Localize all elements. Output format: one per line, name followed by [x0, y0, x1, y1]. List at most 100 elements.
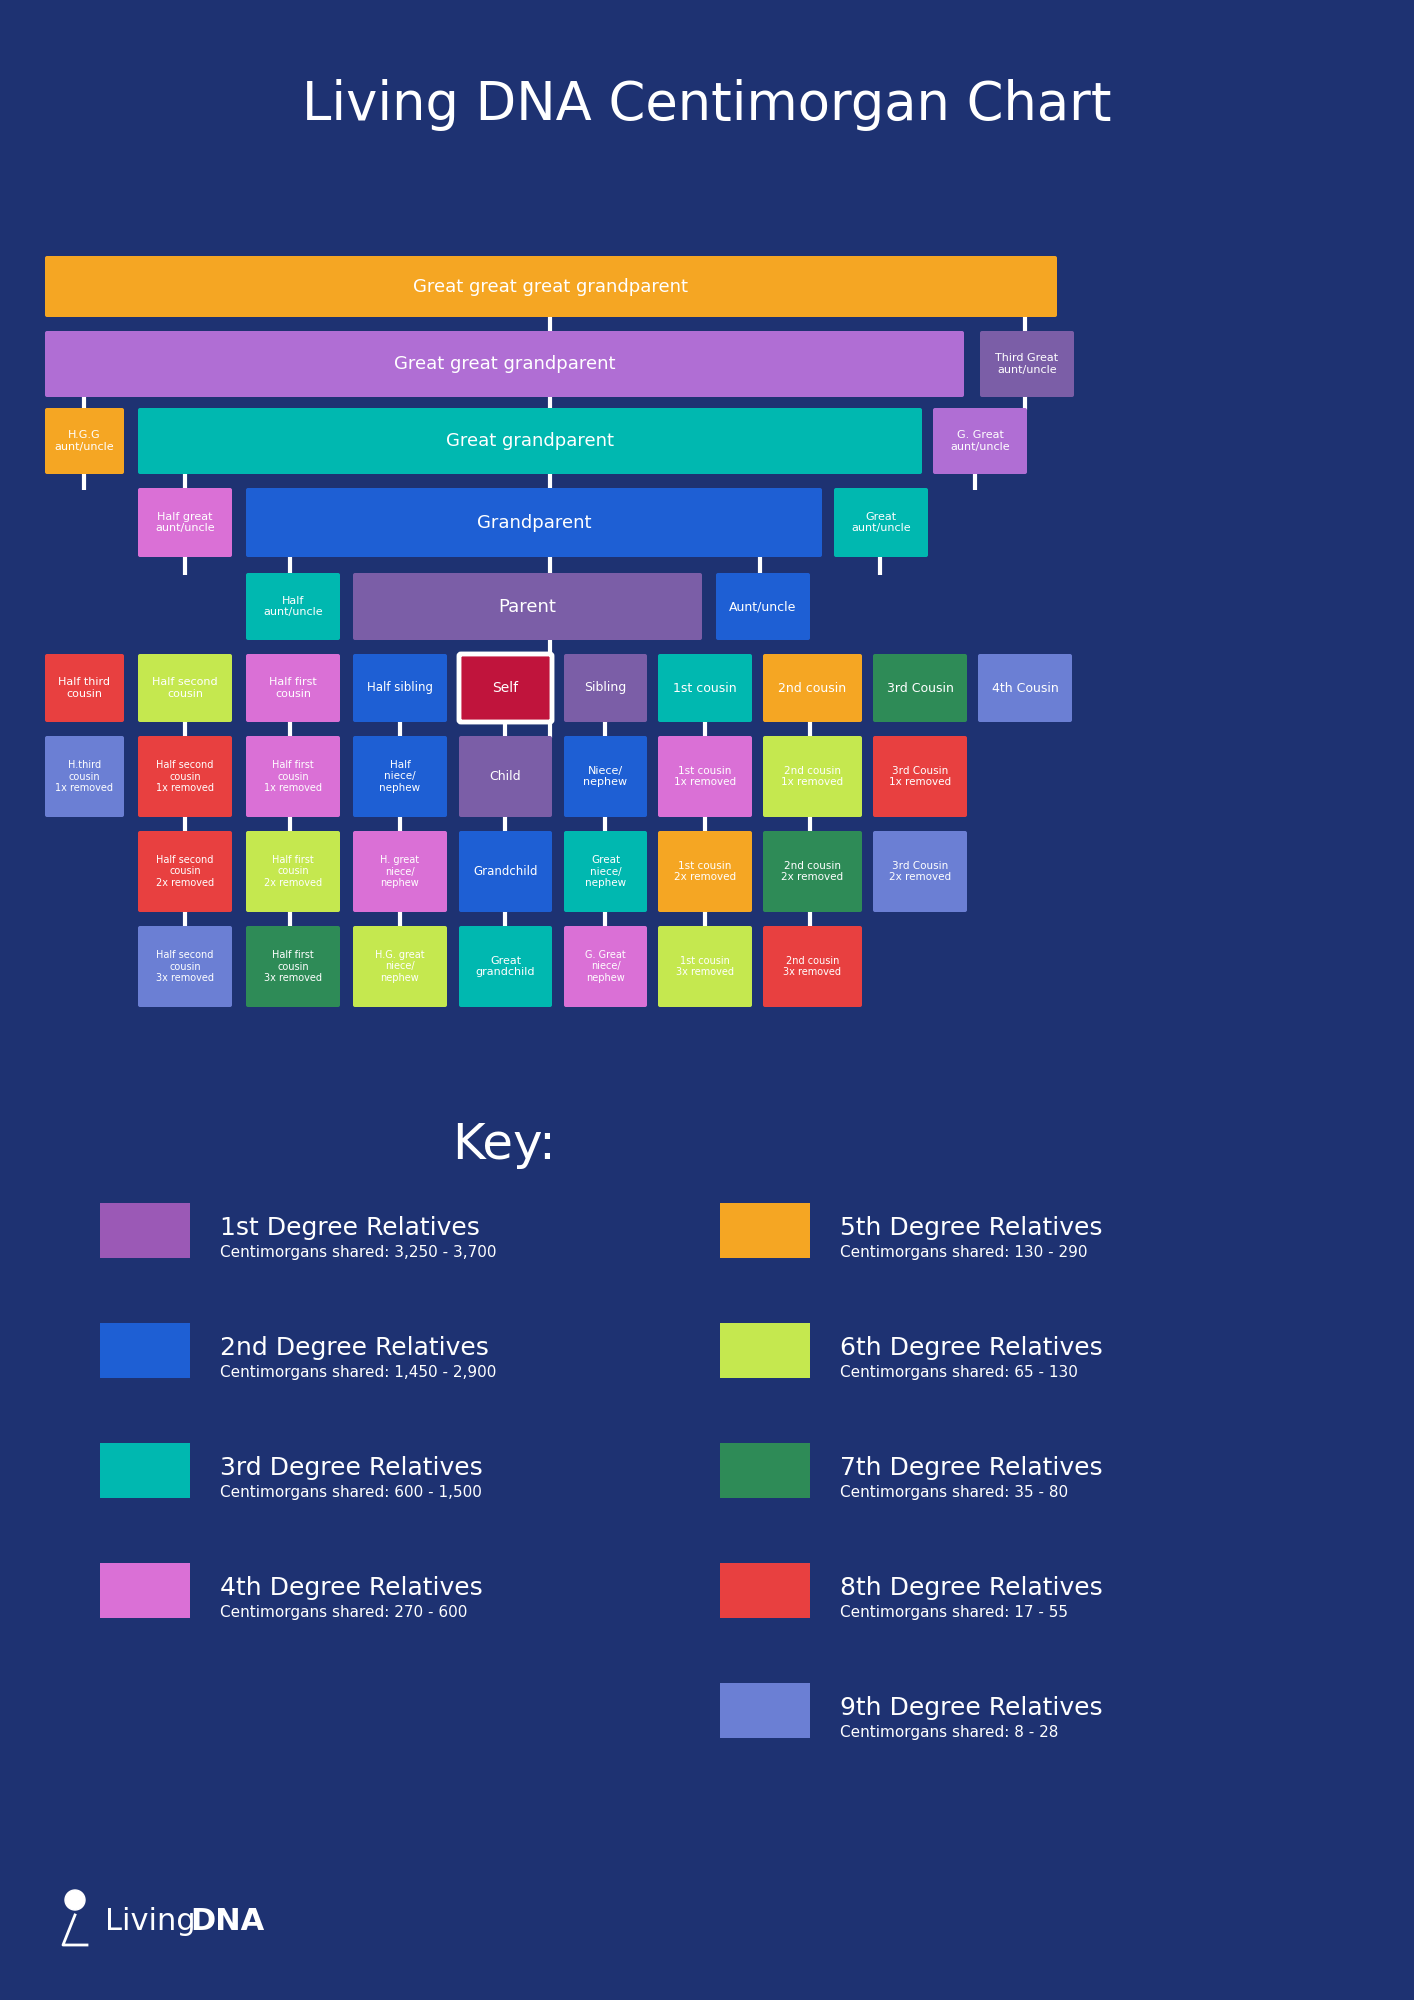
FancyBboxPatch shape: [834, 488, 928, 556]
Text: 5th Degree Relatives: 5th Degree Relatives: [840, 1216, 1103, 1240]
Text: Centimorgans shared: 65 - 130: Centimorgans shared: 65 - 130: [840, 1364, 1077, 1380]
FancyBboxPatch shape: [45, 330, 964, 396]
Text: 2nd Degree Relatives: 2nd Degree Relatives: [221, 1336, 489, 1360]
Text: 1st cousin
1x removed: 1st cousin 1x removed: [674, 766, 737, 788]
FancyBboxPatch shape: [100, 1322, 189, 1378]
FancyBboxPatch shape: [720, 1562, 810, 1618]
FancyBboxPatch shape: [720, 1442, 810, 1498]
Text: 3rd Cousin
2x removed: 3rd Cousin 2x removed: [889, 860, 952, 882]
FancyBboxPatch shape: [45, 654, 124, 722]
FancyBboxPatch shape: [764, 654, 863, 722]
Text: 4th Cousin: 4th Cousin: [991, 682, 1058, 694]
Text: Self: Self: [492, 680, 519, 696]
FancyBboxPatch shape: [715, 572, 810, 640]
Text: Parent: Parent: [499, 598, 557, 616]
Text: 7th Degree Relatives: 7th Degree Relatives: [840, 1456, 1103, 1480]
Text: Great
aunt/uncle: Great aunt/uncle: [851, 512, 911, 534]
FancyBboxPatch shape: [720, 1202, 810, 1258]
FancyBboxPatch shape: [460, 832, 551, 912]
Text: Half
niece/
nephew: Half niece/ nephew: [379, 760, 420, 792]
Text: Centimorgans shared: 270 - 600: Centimorgans shared: 270 - 600: [221, 1604, 468, 1620]
Text: Centimorgans shared: 17 - 55: Centimorgans shared: 17 - 55: [840, 1604, 1068, 1620]
Text: Half great
aunt/uncle: Half great aunt/uncle: [156, 512, 215, 534]
FancyBboxPatch shape: [980, 330, 1075, 396]
Text: Centimorgans shared: 3,250 - 3,700: Centimorgans shared: 3,250 - 3,700: [221, 1244, 496, 1260]
FancyBboxPatch shape: [246, 926, 339, 1008]
Text: 3rd Cousin: 3rd Cousin: [887, 682, 953, 694]
FancyBboxPatch shape: [564, 832, 648, 912]
Text: Half second
cousin: Half second cousin: [153, 678, 218, 698]
Text: 9th Degree Relatives: 9th Degree Relatives: [840, 1696, 1103, 1720]
FancyBboxPatch shape: [139, 654, 232, 722]
FancyBboxPatch shape: [460, 926, 551, 1008]
Text: Centimorgans shared: 35 - 80: Centimorgans shared: 35 - 80: [840, 1484, 1068, 1500]
FancyBboxPatch shape: [100, 1442, 189, 1498]
FancyBboxPatch shape: [658, 832, 752, 912]
FancyBboxPatch shape: [139, 408, 922, 474]
FancyBboxPatch shape: [764, 832, 863, 912]
Text: 2nd cousin: 2nd cousin: [779, 682, 847, 694]
FancyBboxPatch shape: [246, 572, 339, 640]
Text: Living DNA Centimorgan Chart: Living DNA Centimorgan Chart: [303, 78, 1111, 132]
Text: H.third
cousin
1x removed: H.third cousin 1x removed: [55, 760, 113, 792]
Text: G. Great
aunt/uncle: G. Great aunt/uncle: [950, 430, 1010, 452]
Text: Half second
cousin
1x removed: Half second cousin 1x removed: [156, 760, 214, 792]
FancyBboxPatch shape: [354, 572, 701, 640]
Text: 1st cousin
3x removed: 1st cousin 3x removed: [676, 956, 734, 978]
FancyBboxPatch shape: [460, 736, 551, 816]
Circle shape: [65, 1890, 85, 1910]
Text: DNA: DNA: [189, 1908, 264, 1936]
FancyBboxPatch shape: [933, 408, 1027, 474]
Text: Half third
cousin: Half third cousin: [58, 678, 110, 698]
FancyBboxPatch shape: [246, 654, 339, 722]
Text: H.G.G
aunt/uncle: H.G.G aunt/uncle: [55, 430, 115, 452]
Text: Great
grandchild: Great grandchild: [475, 956, 536, 978]
Text: Half first
cousin
1x removed: Half first cousin 1x removed: [264, 760, 322, 792]
FancyBboxPatch shape: [45, 256, 1058, 316]
Text: Half
aunt/uncle: Half aunt/uncle: [263, 596, 322, 618]
Text: Great great grandparent: Great great grandparent: [393, 356, 615, 372]
Text: 1st cousin
2x removed: 1st cousin 2x removed: [674, 860, 737, 882]
FancyBboxPatch shape: [354, 832, 447, 912]
Text: 4th Degree Relatives: 4th Degree Relatives: [221, 1576, 482, 1600]
Text: Half second
cousin
3x removed: Half second cousin 3x removed: [156, 950, 214, 982]
FancyBboxPatch shape: [872, 654, 967, 722]
FancyBboxPatch shape: [764, 736, 863, 816]
FancyBboxPatch shape: [872, 832, 967, 912]
Text: 6th Degree Relatives: 6th Degree Relatives: [840, 1336, 1103, 1360]
FancyBboxPatch shape: [720, 1682, 810, 1738]
Text: Centimorgans shared: 1,450 - 2,900: Centimorgans shared: 1,450 - 2,900: [221, 1364, 496, 1380]
Text: Half first
cousin
3x removed: Half first cousin 3x removed: [264, 950, 322, 982]
Text: Great
niece/
nephew: Great niece/ nephew: [585, 856, 626, 888]
Text: Half second
cousin
2x removed: Half second cousin 2x removed: [156, 856, 214, 888]
Text: H. great
niece/
nephew: H. great niece/ nephew: [380, 856, 420, 888]
Text: Half first
cousin: Half first cousin: [269, 678, 317, 698]
FancyBboxPatch shape: [246, 736, 339, 816]
Text: Half first
cousin
2x removed: Half first cousin 2x removed: [264, 856, 322, 888]
FancyBboxPatch shape: [872, 736, 967, 816]
FancyBboxPatch shape: [139, 736, 232, 816]
Text: Key:: Key:: [452, 1120, 556, 1168]
Text: Centimorgans shared: 130 - 290: Centimorgans shared: 130 - 290: [840, 1244, 1087, 1260]
FancyBboxPatch shape: [564, 926, 648, 1008]
Text: Great great great grandparent: Great great great grandparent: [413, 278, 689, 296]
Text: 2nd cousin
3x removed: 2nd cousin 3x removed: [783, 956, 841, 978]
FancyBboxPatch shape: [45, 408, 124, 474]
FancyBboxPatch shape: [354, 654, 447, 722]
Text: H.G. great
niece/
nephew: H.G. great niece/ nephew: [375, 950, 424, 982]
FancyBboxPatch shape: [658, 736, 752, 816]
Text: 8th Degree Relatives: 8th Degree Relatives: [840, 1576, 1103, 1600]
FancyBboxPatch shape: [139, 926, 232, 1008]
FancyBboxPatch shape: [100, 1202, 189, 1258]
Text: 2nd cousin
1x removed: 2nd cousin 1x removed: [782, 766, 844, 788]
FancyBboxPatch shape: [764, 926, 863, 1008]
FancyBboxPatch shape: [354, 926, 447, 1008]
FancyBboxPatch shape: [246, 832, 339, 912]
FancyBboxPatch shape: [658, 654, 752, 722]
FancyBboxPatch shape: [564, 736, 648, 816]
FancyBboxPatch shape: [354, 736, 447, 816]
FancyBboxPatch shape: [246, 488, 822, 556]
FancyBboxPatch shape: [139, 488, 232, 556]
Text: Half sibling: Half sibling: [368, 682, 433, 694]
FancyBboxPatch shape: [460, 654, 551, 722]
